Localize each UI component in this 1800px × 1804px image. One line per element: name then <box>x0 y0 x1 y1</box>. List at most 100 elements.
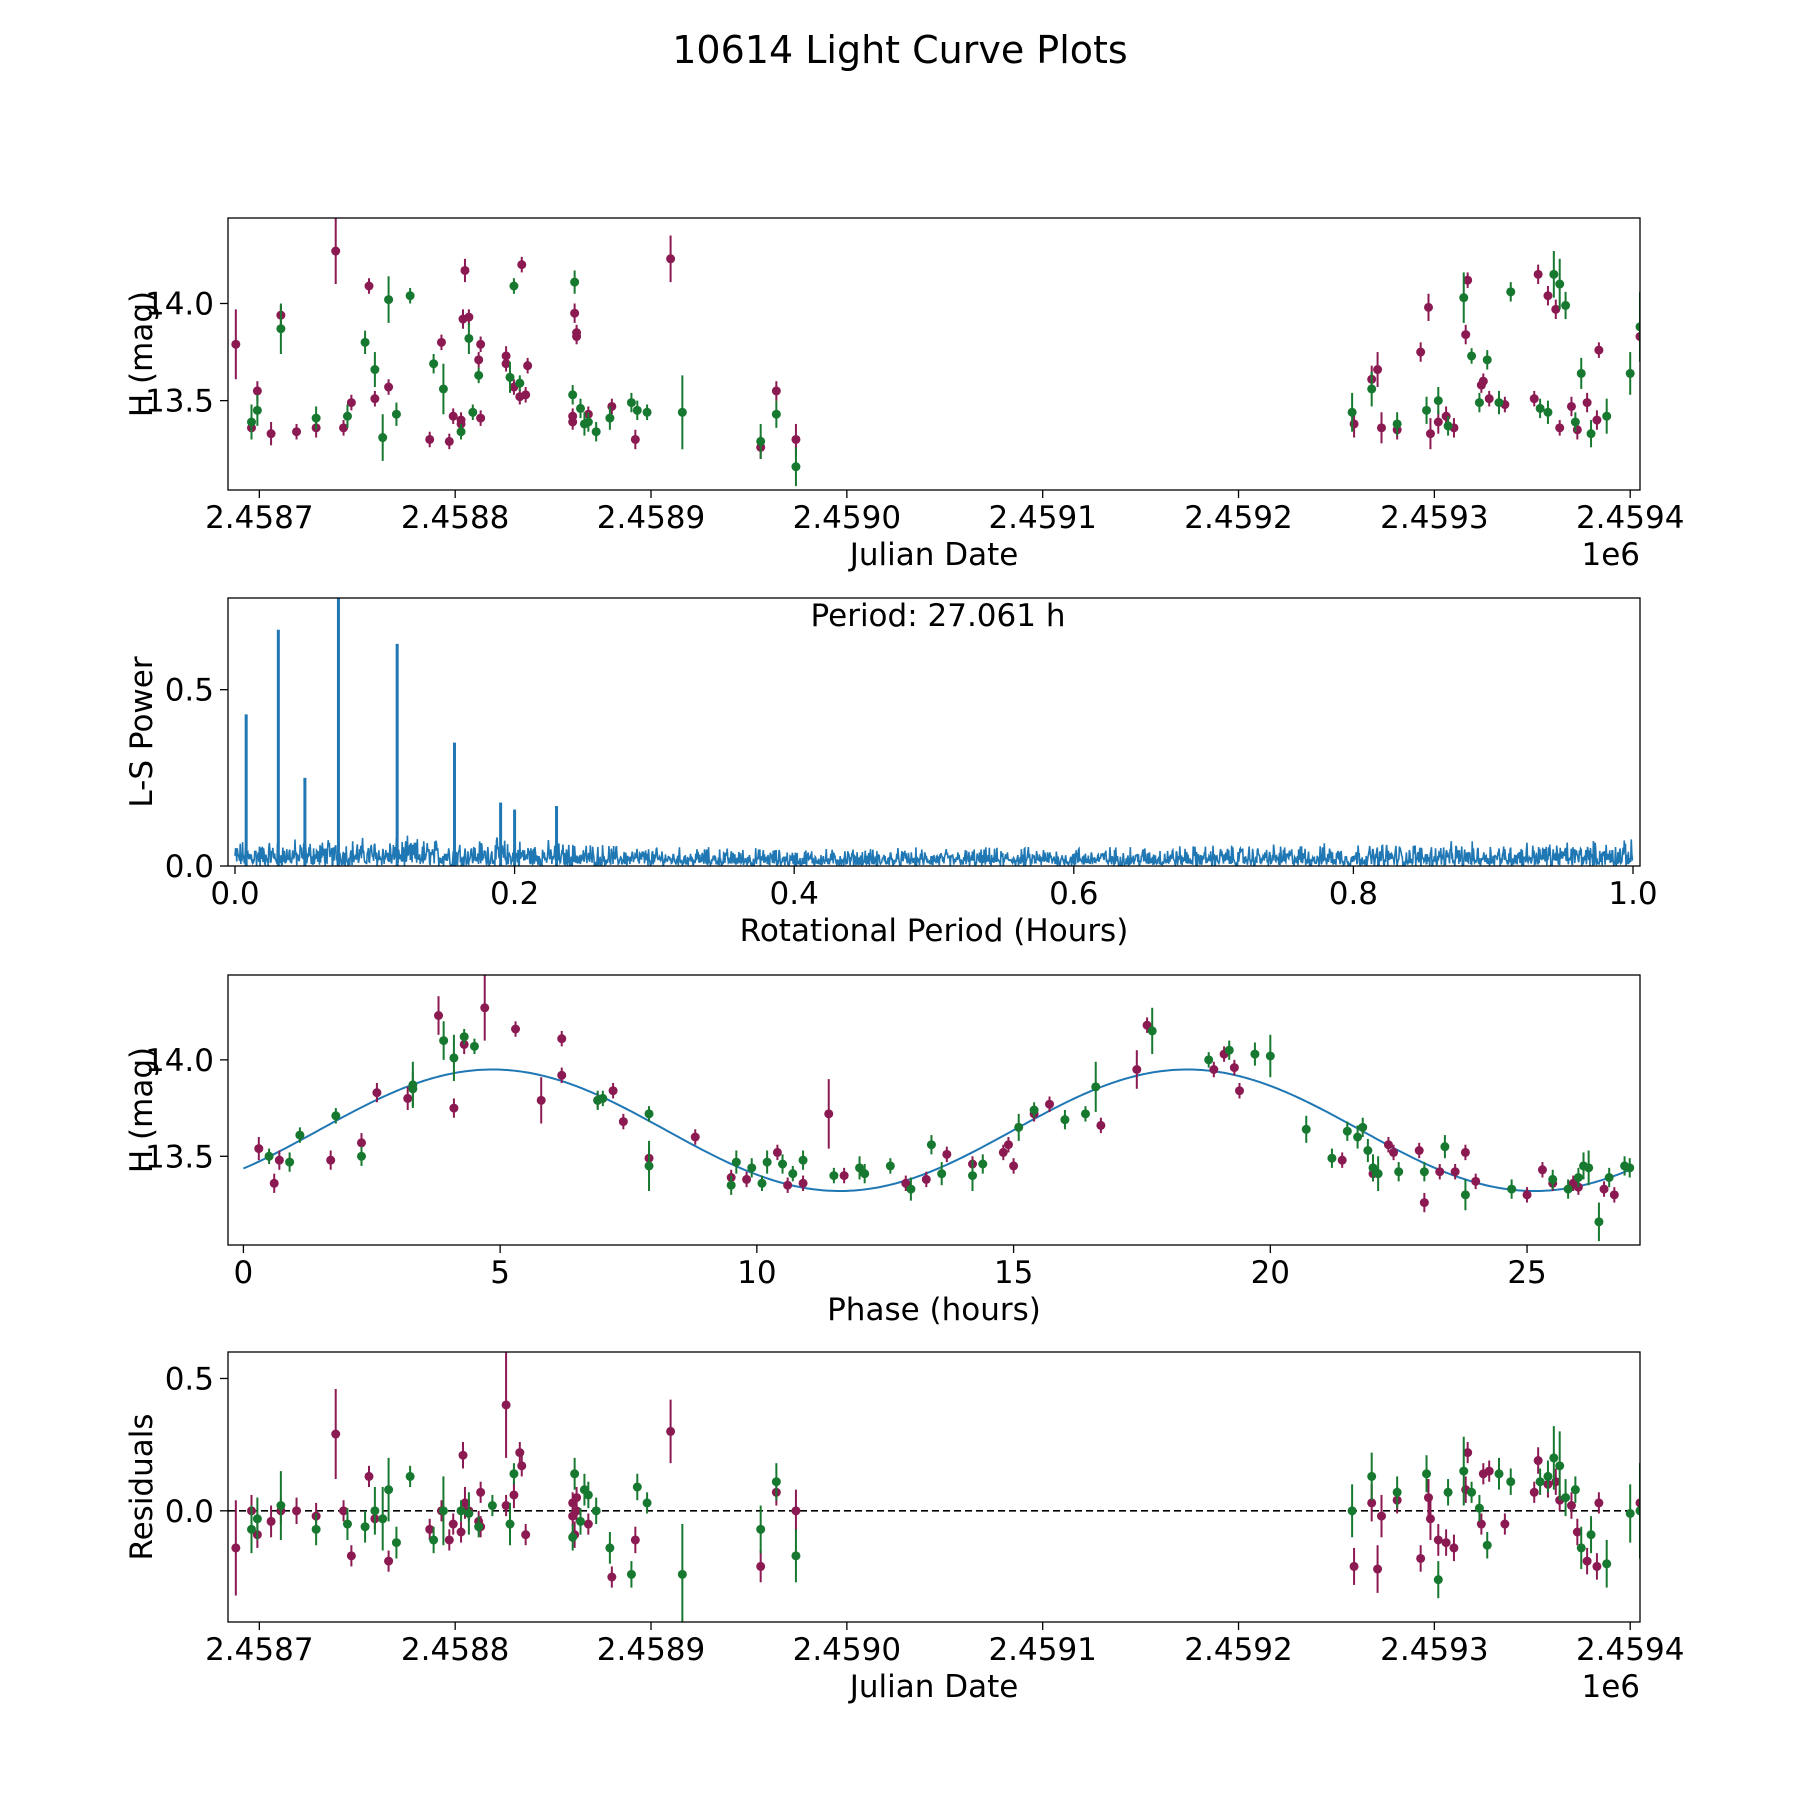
data-point <box>557 1070 567 1080</box>
data-point <box>292 1506 302 1516</box>
data-point <box>1441 411 1451 421</box>
data-point <box>456 415 466 425</box>
data-point <box>1367 384 1377 394</box>
data-point <box>331 1429 341 1439</box>
data-point <box>254 1144 264 1154</box>
data-point <box>690 1132 700 1142</box>
data-point <box>1461 330 1471 340</box>
data-point <box>474 1522 484 1532</box>
data-point <box>557 1034 567 1044</box>
data-point <box>1443 1487 1453 1497</box>
data-point <box>425 434 435 444</box>
x-axis-label: Julian Date <box>848 537 1019 573</box>
data-point <box>1224 1045 1234 1055</box>
data-point <box>456 1506 466 1516</box>
data-point <box>618 1117 628 1127</box>
data-point <box>570 277 580 287</box>
data-point <box>429 1535 439 1545</box>
data-point <box>536 1095 546 1105</box>
light-curve-panel <box>220 217 1641 498</box>
data-point <box>1543 407 1553 417</box>
data-point <box>480 1003 490 1013</box>
x-tick-label: 20 <box>1251 1255 1290 1291</box>
x-tick-label: 10 <box>737 1255 776 1291</box>
data-point <box>570 308 580 318</box>
residuals-plot-area <box>228 1352 1640 1622</box>
data-point <box>937 1169 947 1179</box>
data-point <box>252 1514 262 1524</box>
data-point <box>791 1506 801 1516</box>
model-curve <box>243 1068 1634 1193</box>
data-point <box>1594 1498 1604 1508</box>
data-point <box>1347 407 1357 417</box>
data-point <box>1003 1140 1013 1150</box>
data-point <box>1463 275 1473 285</box>
data-point <box>464 1508 474 1518</box>
data-point <box>762 1157 772 1167</box>
data-point <box>731 1157 741 1167</box>
phased-curve-panel <box>220 974 1641 1253</box>
data-point <box>630 434 640 444</box>
data-point <box>476 413 486 423</box>
data-point <box>1091 1082 1101 1092</box>
data-point <box>1029 1105 1039 1115</box>
data-point <box>356 1151 366 1161</box>
data-point <box>788 1169 798 1179</box>
data-point <box>829 1171 839 1181</box>
data-point <box>436 337 446 347</box>
data-point <box>449 1053 459 1063</box>
data-point <box>1349 419 1359 429</box>
data-point <box>747 1163 757 1173</box>
data-point <box>276 1501 286 1511</box>
data-point <box>1484 394 1494 404</box>
data-point <box>772 1147 782 1157</box>
data-point <box>1507 1184 1517 1194</box>
data-point <box>346 398 356 408</box>
data-point <box>1449 1543 1459 1553</box>
data-point <box>642 1498 652 1508</box>
data-point <box>1460 1147 1470 1157</box>
data-point <box>292 427 302 437</box>
data-point <box>926 1140 936 1150</box>
y-tick-label: 0.0 <box>165 1494 214 1530</box>
data-point <box>252 405 262 415</box>
data-point <box>247 417 257 427</box>
data-point <box>570 1469 580 1479</box>
data-point <box>247 1524 257 1534</box>
data-point <box>824 1109 834 1119</box>
y-tick-label: 0.0 <box>165 849 214 885</box>
data-point <box>1425 1514 1435 1524</box>
data-point <box>501 359 511 369</box>
data-point <box>1459 293 1469 303</box>
data-point <box>608 1086 618 1096</box>
data-point <box>1635 1506 1640 1516</box>
data-point <box>231 339 241 349</box>
data-point <box>1494 398 1504 408</box>
data-point <box>476 1487 486 1497</box>
data-point <box>1368 1163 1378 1173</box>
periodogram-plot-area <box>234 598 1634 866</box>
data-point <box>276 324 286 334</box>
x-tick-label: 1.0 <box>1608 876 1657 912</box>
y-tick-label: 13.5 <box>145 1139 214 1175</box>
data-point <box>370 1506 380 1516</box>
data-point <box>364 281 374 291</box>
data-point <box>1383 1140 1393 1150</box>
data-point <box>771 386 781 396</box>
data-point <box>1422 405 1432 415</box>
data-point <box>360 337 370 347</box>
data-point <box>1563 1184 1573 1194</box>
data-point <box>342 411 352 421</box>
data-point <box>1594 345 1604 355</box>
data-point <box>405 1471 415 1481</box>
data-point <box>630 1535 640 1545</box>
light-curve-plot-area <box>231 218 1640 487</box>
data-point <box>1419 1198 1429 1208</box>
data-point <box>1376 1511 1386 1521</box>
data-point <box>1476 1519 1486 1529</box>
data-point <box>1229 1063 1239 1073</box>
x-axis-label: Phase (hours) <box>827 1292 1041 1328</box>
y-axis-label: H (mag) <box>124 1047 160 1173</box>
data-point <box>1535 1477 1545 1487</box>
